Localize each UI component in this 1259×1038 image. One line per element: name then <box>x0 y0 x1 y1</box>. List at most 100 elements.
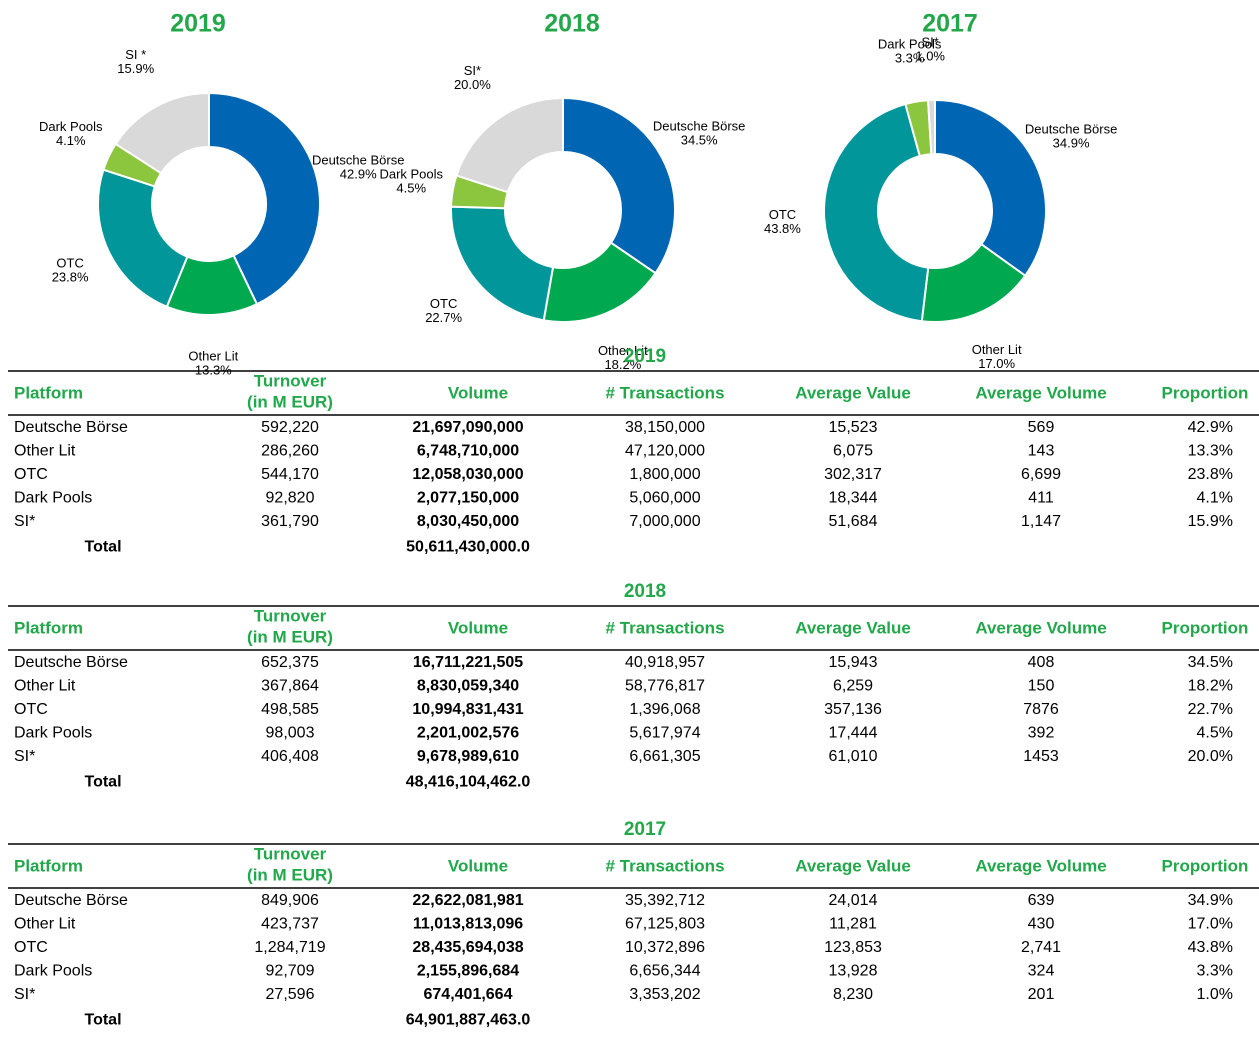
column-header: Average Volume <box>975 856 1106 875</box>
column-header: # Transactions <box>605 856 724 875</box>
table-cell: Other Lit <box>14 678 76 695</box>
segment-value: 23.8% <box>52 270 89 285</box>
segment-label: SI* 1.0% <box>915 35 945 64</box>
table-cell: OTC <box>14 466 48 483</box>
table-cell: 5,060,000 <box>629 490 700 507</box>
table-cell: 6,075 <box>833 443 873 460</box>
segment-name: Dark Pools <box>39 120 103 135</box>
segment-value: 4.1% <box>56 134 86 149</box>
total-value: 64,901,887,463.0 <box>406 1012 531 1029</box>
table-cell: 5,617,974 <box>629 725 700 742</box>
table-cell: 11,281 <box>829 916 877 933</box>
table-cell: 4.5% <box>1197 725 1233 742</box>
segment-label: SI * 15.9% <box>117 47 154 76</box>
table-cell: Dark Pools <box>14 725 92 742</box>
segment-value: 20.0% <box>454 78 491 93</box>
column-header: Platform <box>14 383 83 402</box>
table-cell: 3,353,202 <box>629 986 700 1003</box>
donut-segment <box>450 205 555 322</box>
column-header: # Transactions <box>605 618 724 637</box>
segment-value: 43.8% <box>764 222 801 237</box>
donut-segment <box>96 168 189 308</box>
segment-value: 1.0% <box>915 49 945 64</box>
table-cell: 34.5% <box>1188 654 1233 671</box>
segment-label: SI* 20.0% <box>454 64 491 93</box>
segment-name: OTC <box>769 208 796 223</box>
table-cell: Other Lit <box>14 916 76 933</box>
table-cell: Dark Pools <box>14 490 92 507</box>
segment-name: SI * <box>125 47 146 62</box>
table-cell: 8,230 <box>833 986 873 1003</box>
segment-name: OTC <box>56 256 83 271</box>
table-cell: 411 <box>1028 490 1054 507</box>
table-cell: 34.9% <box>1188 892 1233 909</box>
table-cell: 24,014 <box>829 892 878 909</box>
table-cell: 15,943 <box>829 654 878 671</box>
table-cell: 43.8% <box>1188 939 1233 956</box>
table-cell: 20.0% <box>1188 748 1233 765</box>
table-cell: 392 <box>1028 725 1055 742</box>
column-header: Volume <box>448 618 508 637</box>
chart-title: 2017 <box>922 10 978 38</box>
table-cell: 18,344 <box>829 490 878 507</box>
column-header: Proportion <box>1162 618 1249 637</box>
table-title: 2018 <box>624 581 666 602</box>
table-cell: 2,201,002,576 <box>417 725 519 742</box>
segment-value: 34.5% <box>681 133 718 148</box>
table-cell: 16,711,221,505 <box>413 654 523 671</box>
table-cell: 38,150,000 <box>625 419 705 436</box>
table-cell: 10,994,831,431 <box>412 701 523 718</box>
table-cell: 21,697,090,000 <box>412 419 523 436</box>
table-cell: 674,401,664 <box>424 986 513 1003</box>
table-cell: 324 <box>1028 963 1055 980</box>
table-cell: 6,748,710,000 <box>417 443 519 460</box>
table-cell: 22,622,081,981 <box>412 892 523 909</box>
table-cell: Deutsche Börse <box>14 654 128 671</box>
table-cell: 408 <box>1028 654 1055 671</box>
segment-label: Dark Pools 4.1% <box>39 120 103 149</box>
chart-title: 2018 <box>544 10 600 38</box>
table-cell: 367,864 <box>261 678 319 695</box>
chart-title: 2019 <box>170 10 226 38</box>
table-cell: 6,699 <box>1021 466 1061 483</box>
segment-value: 22.7% <box>425 311 462 326</box>
column-header: Volume <box>448 383 508 402</box>
donut-segment <box>823 102 930 323</box>
table-cell: 11,013,813,096 <box>413 916 523 933</box>
column-header: Turnover <box>254 844 327 863</box>
segment-label: Deutsche Börse 34.9% <box>1025 122 1118 151</box>
segment-label: OTC 22.7% <box>425 297 462 326</box>
segment-label: OTC 43.8% <box>764 208 801 237</box>
segment-label: Deutsche Börse 34.5% <box>653 119 746 148</box>
table-cell: SI* <box>14 513 35 530</box>
column-header: Average Value <box>795 856 911 875</box>
table-cell: Other Lit <box>14 443 76 460</box>
table-cell: 6,656,344 <box>629 963 700 980</box>
total-label: Total <box>84 539 121 556</box>
table-cell: 92,820 <box>266 490 315 507</box>
table-cell: SI* <box>14 986 35 1003</box>
segment-name: Dark Pools <box>379 167 443 182</box>
table-cell: 17,444 <box>829 725 878 742</box>
column-header: Average Volume <box>975 618 1106 637</box>
column-header: Proportion <box>1162 856 1249 875</box>
column-header: Average Value <box>795 383 911 402</box>
table-cell: 6,259 <box>833 678 873 695</box>
table-cell: 357,136 <box>824 701 882 718</box>
table-cell: 27,596 <box>266 986 315 1003</box>
segment-name: Deutsche Börse <box>1025 122 1118 137</box>
segment-name: SI* <box>464 64 481 79</box>
column-header: Average Value <box>795 618 911 637</box>
column-header: Platform <box>14 618 83 637</box>
table-cell: 47,120,000 <box>625 443 705 460</box>
table-cell: 1,284,719 <box>254 939 325 956</box>
table-cell: 9,678,989,610 <box>417 748 519 765</box>
table-cell: 544,170 <box>261 466 319 483</box>
table-cell: 51,684 <box>829 513 878 530</box>
table-cell: 592,220 <box>261 419 319 436</box>
table-cell: Dark Pools <box>14 963 92 980</box>
column-header: Turnover <box>254 606 327 625</box>
segment-value: 42.9% <box>340 167 377 182</box>
table-cell: 28,435,694,038 <box>412 939 523 956</box>
